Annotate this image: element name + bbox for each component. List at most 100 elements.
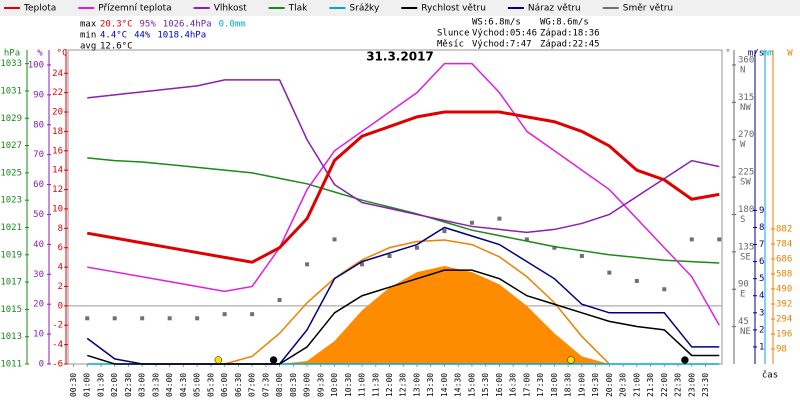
y-tick-label: 360 — [738, 55, 754, 65]
x-tick-label: 03:00 — [138, 373, 147, 397]
stat-value: 1018.4hPa — [157, 31, 206, 41]
y-tick-label: 0 — [39, 360, 44, 370]
y-tick-label: 1019 — [0, 250, 22, 260]
axis-unit: mm — [763, 49, 774, 59]
y-tick-label: 1033 — [0, 59, 22, 69]
y-tick-label: 40 — [33, 240, 44, 250]
y-tick-label: 1029 — [0, 114, 22, 124]
x-tick-label: 08:30 — [289, 373, 298, 397]
axis-unit: °C — [57, 49, 68, 59]
direction-name: SW — [740, 178, 751, 188]
y-tick-label: 6 — [759, 257, 764, 267]
direction-name: NW — [740, 103, 751, 113]
stat-label: max — [80, 20, 97, 30]
y-tick-label: 135 — [738, 242, 754, 252]
legend-label: Tlak — [288, 4, 309, 14]
x-tick-label: 03:30 — [151, 373, 160, 397]
x-tick-label: 01:00 — [83, 373, 92, 397]
x-tick-label: 06:30 — [234, 373, 243, 397]
y-tick-label: 1017 — [0, 278, 22, 288]
y-tick-label: 60 — [33, 180, 44, 190]
series-line — [87, 269, 720, 365]
info-text: WS:6.8m/s — [472, 18, 521, 28]
x-tick-label: 07:00 — [248, 373, 257, 397]
y-tick-label: 3 — [759, 308, 764, 318]
y-tick-label: 12 — [52, 185, 63, 195]
legend-label: Vlhkost — [214, 4, 247, 14]
x-tick-label: 12:30 — [399, 373, 408, 397]
x-tick-label: 23:30 — [701, 373, 710, 397]
y-tick-label: 882 — [776, 224, 792, 234]
series-line — [86, 110, 720, 264]
x-axis-label: čas — [762, 370, 778, 381]
y-tick-label: 1013 — [0, 332, 22, 342]
y-tick-label: -4 — [52, 340, 63, 350]
axis-unit: % — [37, 49, 43, 59]
direction-point — [222, 312, 227, 317]
sun-moon-marker — [269, 356, 278, 364]
direction-name: SE — [740, 252, 751, 262]
x-tick-label: 16:00 — [495, 373, 504, 397]
x-tick-label: 16:30 — [509, 373, 518, 397]
y-tick-label: 100 — [28, 60, 44, 70]
series-line — [87, 79, 720, 234]
y-tick-label: 7 — [759, 240, 764, 250]
y-tick-label: 196 — [776, 329, 792, 339]
info-text: WG:8.6m/s — [540, 18, 589, 28]
y-tick-label: 90 — [33, 90, 44, 100]
info-text: Slunce — [437, 29, 470, 39]
direction-name: E — [740, 290, 745, 300]
y-tick-label: 1015 — [0, 305, 22, 315]
stat-value: 44% — [134, 31, 151, 41]
axis-unit: hPa — [4, 49, 20, 59]
y-tick-label: 1 — [759, 342, 764, 352]
y-tick-label: 9 — [759, 206, 764, 216]
x-tick-label: 04:30 — [179, 373, 188, 397]
direction-point — [552, 245, 557, 250]
y-tick-label: 98 — [776, 344, 787, 354]
stat-value: 1026.4hPa — [163, 20, 212, 30]
y-tick-label: 8 — [58, 224, 63, 234]
y-tick-label: 1027 — [0, 141, 22, 151]
direction-point — [85, 316, 90, 321]
direction-point — [689, 237, 694, 242]
y-tick-label: 50 — [33, 210, 44, 220]
sun-moon-marker — [681, 356, 689, 364]
x-tick-label: 09:30 — [316, 373, 325, 397]
y-tick-label: -2 — [52, 321, 63, 331]
direction-point — [195, 316, 200, 321]
x-tick-label: 11:30 — [371, 373, 380, 397]
sun-moon-marker — [567, 356, 575, 364]
y-tick-label: 24 — [52, 69, 63, 79]
x-tick-label: 11:00 — [358, 373, 367, 397]
x-tick-label: 21:00 — [632, 373, 641, 397]
y-tick-label: 90 — [738, 280, 749, 290]
x-tick-label: 05:00 — [193, 373, 202, 397]
direction-point — [112, 316, 117, 321]
y-tick-label: 30 — [33, 270, 44, 280]
direction-point — [524, 237, 529, 242]
x-tick-label: 04:00 — [165, 373, 174, 397]
x-tick-label: 20:00 — [605, 373, 614, 397]
y-tick-label: 1011 — [0, 360, 22, 370]
legend-label: Přízemní teplota — [98, 4, 171, 14]
y-tick-label: 315 — [738, 93, 754, 103]
x-tick-label: 22:30 — [674, 373, 683, 397]
legend-label: Teplota — [23, 4, 56, 14]
x-tick-label: 13:30 — [426, 373, 435, 397]
y-tick-label: 8 — [759, 223, 764, 233]
y-tick-label: 10 — [52, 204, 63, 214]
stat-label: min — [80, 31, 96, 41]
x-tick-label: 22:00 — [660, 373, 669, 397]
y-tick-label: 16 — [52, 146, 63, 156]
y-tick-label: 18 — [52, 127, 63, 137]
y-tick-label: 80 — [33, 120, 44, 130]
direction-name: NE — [740, 327, 751, 337]
direction-point — [360, 262, 365, 267]
y-tick-label: 20 — [52, 108, 63, 118]
x-tick-label: 09:00 — [303, 373, 312, 397]
y-tick-label: 6 — [58, 243, 63, 253]
stat-label: avg — [80, 42, 96, 52]
sun-moon-marker — [214, 356, 223, 364]
